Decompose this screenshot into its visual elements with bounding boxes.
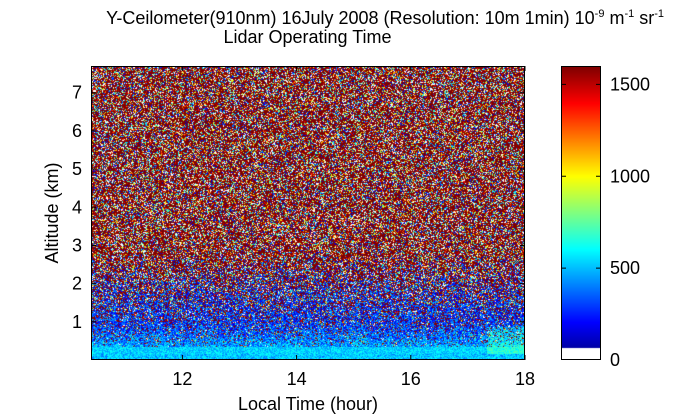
- chart-title-line1: Y-Ceilometer(910nm) 16July 2008 (Resolut…: [106, 8, 664, 28]
- x-tick-label: 14: [287, 369, 307, 389]
- y-tick-label: 4: [72, 197, 82, 217]
- backscatter-heatmap: [92, 67, 524, 359]
- colorbar-tick-label: 0: [610, 350, 620, 370]
- y-tick-label: 2: [72, 274, 82, 294]
- x-tick-label: 16: [401, 369, 421, 389]
- y-tick-label: 7: [72, 83, 82, 103]
- colorbar: [561, 66, 601, 360]
- y-tick-label: 6: [72, 121, 82, 141]
- x-tick-label: 18: [515, 369, 535, 389]
- colorbar-tick-label: 500: [610, 258, 640, 278]
- chart-title: Y-Ceilometer(910nm) 16July 2008 (Resolut…: [0, 3, 700, 47]
- y-tick-label: 3: [72, 235, 82, 255]
- y-tick-label: 5: [72, 159, 82, 179]
- heatmap-plot-area: [91, 66, 525, 360]
- y-tick-label: 1: [72, 312, 82, 332]
- chart-subtitle: Lidar Operating Time: [223, 27, 392, 47]
- colorbar-tick-label: 1000: [610, 166, 650, 186]
- x-axis-label: Local Time (hour): [238, 394, 378, 414]
- x-tick-label: 12: [172, 369, 192, 389]
- y-axis-label: Altitude (km): [42, 162, 62, 263]
- colorbar-tick-label: 1500: [610, 74, 650, 94]
